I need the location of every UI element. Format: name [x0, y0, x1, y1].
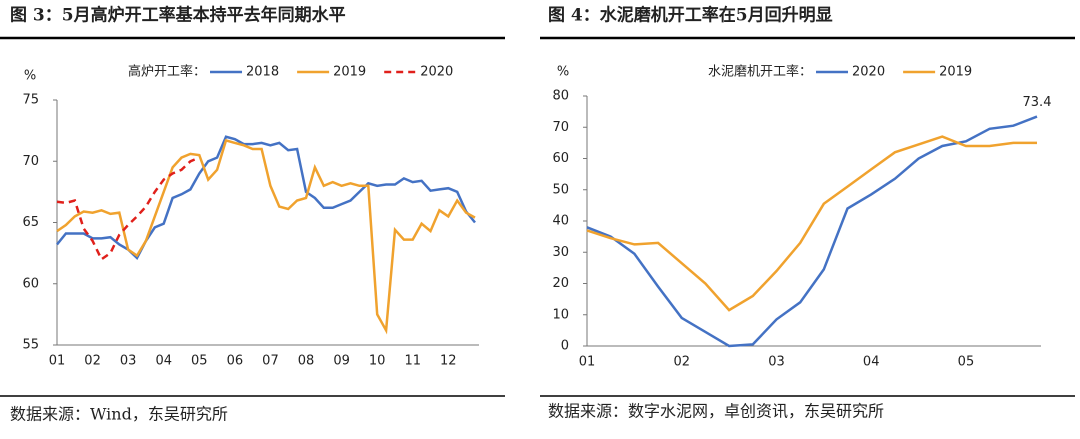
y-tick-label: 80: [552, 89, 569, 104]
x-tick-label: 02: [84, 354, 101, 369]
legend-label: 2019: [939, 65, 972, 80]
y-tick-label: 40: [552, 214, 569, 229]
y-tick-label: 70: [22, 154, 39, 169]
legend-title: 高炉开工率：: [128, 64, 206, 80]
x-tick-label: 06: [227, 354, 244, 369]
y-tick-label: 30: [552, 245, 569, 260]
x-tick-label: 11: [404, 354, 421, 369]
x-tick-label: 02: [673, 355, 690, 370]
y-tick-label: 60: [22, 276, 39, 291]
y-tick-label: 0: [561, 339, 569, 354]
x-tick-label: 08: [298, 354, 315, 369]
y-tick-label: 55: [22, 338, 39, 353]
x-tick-label: 03: [120, 354, 137, 369]
x-tick-label: 04: [863, 355, 880, 370]
legend-label: 2018: [246, 65, 279, 80]
series-line: [586, 135, 1037, 312]
legend-title: 水泥磨机开工率：: [708, 64, 812, 80]
x-tick-label: 01: [49, 354, 66, 369]
y-unit: %: [557, 65, 569, 80]
x-tick-label: 12: [440, 354, 457, 369]
y-tick-label: 75: [22, 93, 39, 108]
y-tick-label: 70: [552, 120, 569, 135]
series-line: [586, 115, 1038, 348]
y-unit: %: [24, 69, 36, 84]
legend-label: 2019: [333, 65, 366, 80]
x-tick-label: 01: [579, 355, 596, 370]
x-tick-label: 04: [155, 354, 172, 369]
series-line: [56, 156, 200, 262]
x-tick-label: 03: [768, 355, 785, 370]
source: 数据来源：数字水泥网，卓创资讯，东吴研究所: [548, 402, 884, 421]
x-tick-label: 09: [333, 354, 350, 369]
x-tick-label: 05: [191, 354, 208, 369]
y-tick-label: 20: [552, 276, 569, 291]
series-line: [56, 138, 476, 335]
x-tick-label: 07: [262, 354, 279, 369]
y-tick-label: 50: [552, 182, 569, 197]
source: 数据来源：Wind，东吴研究所: [10, 405, 228, 424]
y-tick-label: 65: [22, 215, 39, 230]
x-tick-label: 10: [369, 354, 386, 369]
chart-title: 图 3：5月高炉开工率基本持平去年同期水平: [10, 5, 346, 26]
y-tick-label: 10: [552, 307, 569, 322]
y-tick-label: 60: [552, 151, 569, 166]
legend-label: 2020: [852, 65, 885, 80]
value-label: 73.4: [1023, 95, 1052, 110]
legend-label: 2020: [420, 65, 453, 80]
chart-title: 图 4：水泥磨机开工率在5月回升明显: [548, 5, 833, 26]
x-tick-label: 05: [958, 355, 975, 370]
